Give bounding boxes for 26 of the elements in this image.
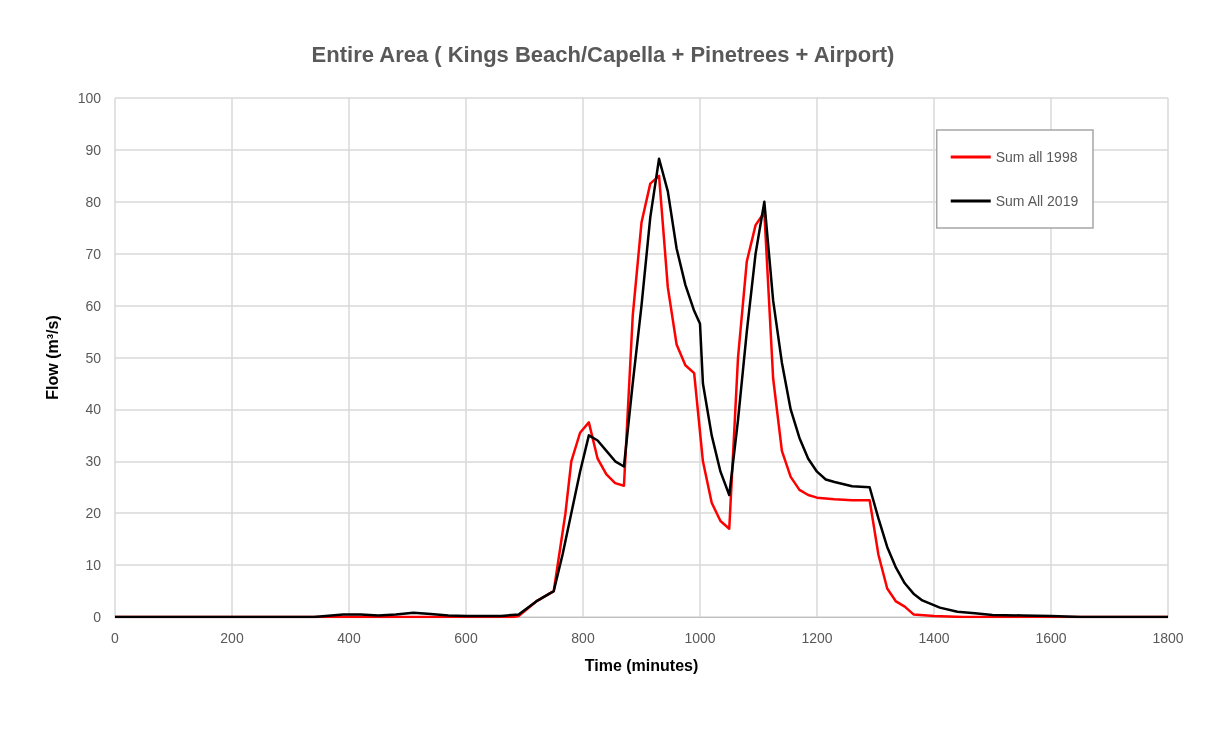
y-axis-title: Flow (m³/s): [43, 315, 61, 400]
x-tick-label: 800: [571, 630, 595, 646]
y-tick-label: 0: [93, 609, 102, 625]
x-tick-label: 400: [337, 630, 361, 646]
x-tick-label: 200: [220, 630, 244, 646]
x-axis-title: Time (minutes): [584, 656, 699, 674]
y-tick-label: 100: [77, 90, 102, 106]
x-tick-label: 600: [454, 630, 478, 646]
chart-title: Entire Area ( Kings Beach/Capella + Pinetrees + Airport): [311, 41, 895, 67]
y-tick-label: 80: [85, 193, 102, 210]
y-tick-label: 50: [85, 349, 102, 366]
y-tick-label: 70: [85, 245, 102, 262]
y-tick-label: 20: [85, 505, 102, 522]
y-tick-label: 60: [85, 297, 102, 314]
x-tick-label: 0: [111, 630, 120, 646]
legend-label: Sum All 2019: [995, 193, 1079, 209]
y-tick-label: 30: [85, 453, 102, 470]
x-tick-label: 1800: [1152, 630, 1184, 646]
y-tick-label: 40: [85, 401, 102, 418]
legend-label: Sum all 1998: [995, 149, 1078, 165]
x-tick-label: 1400: [918, 630, 950, 646]
x-tick-label: 1200: [801, 630, 833, 646]
x-tick-label: 1000: [684, 630, 716, 646]
y-tick-label: 10: [85, 557, 102, 574]
x-tick-label: 1600: [1035, 630, 1067, 646]
y-tick-label: 90: [85, 141, 102, 158]
